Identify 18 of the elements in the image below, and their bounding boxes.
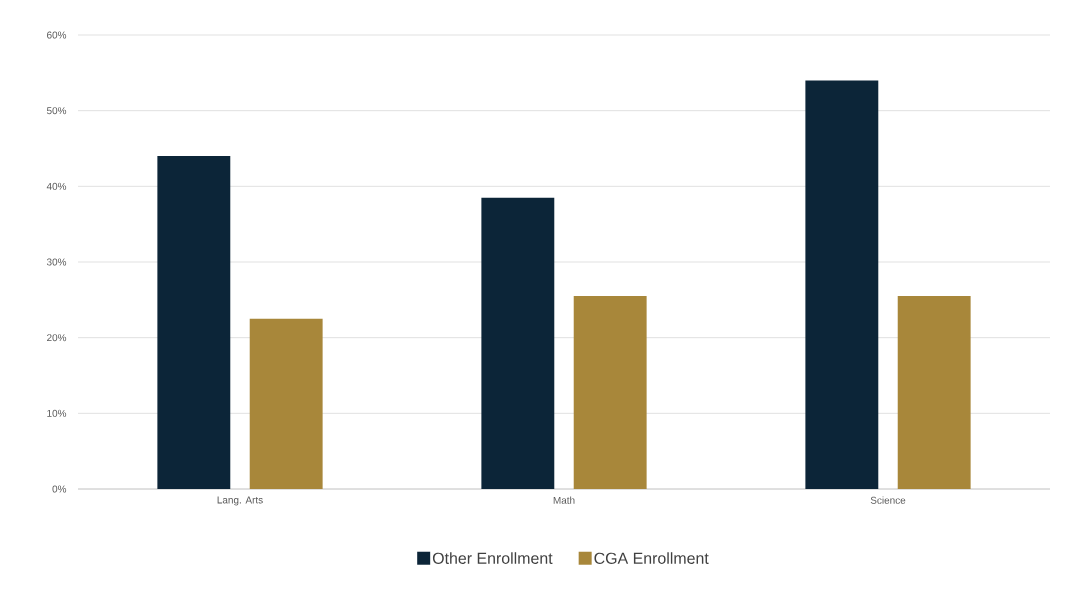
y-tick-label: 40% [46,182,67,190]
x-tick-label: Lang. Arts [217,496,263,506]
legend-label: Other Enrollment [432,552,553,564]
x-tick-label: Math [553,496,575,504]
x-tick-label: Science [870,496,906,504]
y-tick-label: 20% [47,334,67,342]
y-tick-label: 30% [46,258,67,266]
bar [249,318,323,489]
legend-label: CGA Enrollment [594,552,709,564]
y-tick-label: 0% [52,485,67,493]
bar [805,80,879,489]
bar [481,197,555,489]
y-tick-label: 60% [47,31,67,39]
y-tick-label: 10% [47,409,67,417]
y-tick-label: 50% [46,107,67,115]
bar [897,296,971,489]
bar [157,156,231,489]
bar [573,296,647,489]
